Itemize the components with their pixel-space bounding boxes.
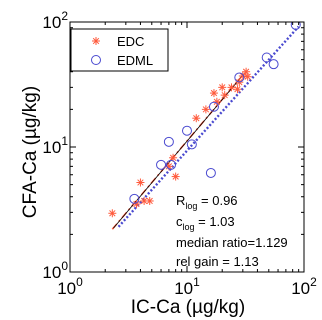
point-edml-1 (156, 159, 167, 170)
point-edc-7 (171, 172, 180, 181)
point-edml-2 (163, 136, 174, 147)
y-tick-label-0: 100 (42, 259, 68, 282)
legend-marker-edml (91, 55, 101, 65)
point-edml-6 (205, 167, 216, 178)
point-edml-9 (261, 52, 272, 63)
x-tick-label-1: 101 (174, 275, 200, 298)
point-edc-10 (209, 89, 218, 98)
point-edml-11 (290, 22, 301, 30)
point-edc-6 (169, 153, 178, 162)
axis-ticks (69, 21, 305, 273)
point-edml-7 (208, 101, 219, 112)
point-edc-8 (192, 114, 201, 123)
point-edc-1 (132, 199, 141, 208)
point-edml-10 (268, 59, 279, 70)
stats-annotation: Rlog = 0.96 clog = 1.03 median ratio=1.1… (176, 193, 288, 269)
rel-gain-annotation: rel gain = 1.13 (176, 254, 259, 269)
point-edml-4 (182, 125, 192, 136)
point-edc-4 (145, 196, 154, 205)
point-edml-5 (186, 139, 197, 150)
point-edc-12 (218, 83, 227, 92)
fit-line-edml (117, 25, 300, 228)
y-tick-label-1: 101 (42, 134, 68, 157)
x-axis-label: IC-Ca (µg/kg) (131, 297, 245, 318)
r-log-annotation: Rlog = 0.96 (176, 193, 238, 211)
legend-label-edc: EDC (117, 34, 144, 49)
point-edml-8 (234, 72, 245, 83)
point-edc-14 (227, 83, 236, 92)
point-edml-3 (166, 159, 177, 170)
point-edml-0 (129, 193, 140, 204)
point-edc-18 (242, 67, 251, 76)
y-axis-label: CFA-Ca (µg/kg) (20, 86, 41, 218)
legend-box (70, 28, 169, 72)
legend-circle-edml (91, 55, 101, 65)
legend-label-edml: EDML (117, 53, 153, 68)
legend: EDC EDML (70, 28, 169, 72)
point-edc-19 (243, 72, 252, 81)
x-tick-label-0: 100 (57, 275, 83, 298)
y-tick-label-2: 102 (42, 9, 68, 32)
point-edc-0 (108, 209, 117, 218)
median-ratio-annotation: median ratio=1.129 (176, 235, 288, 250)
legend-marker-edc (92, 37, 100, 45)
c-log-annotation: clog = 1.03 (176, 214, 235, 232)
point-edc-9 (201, 105, 210, 114)
point-edc-13 (220, 91, 229, 100)
x-tick-label-2: 102 (291, 275, 317, 298)
legend-asterisk-edc (92, 37, 100, 45)
point-edc-15 (233, 85, 242, 94)
point-edc-2 (136, 178, 145, 187)
data-points (108, 22, 301, 218)
